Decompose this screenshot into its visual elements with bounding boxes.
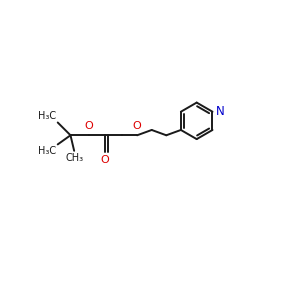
Text: N: N [216, 105, 225, 118]
Text: O: O [101, 155, 110, 165]
Text: O: O [84, 121, 93, 131]
Text: CH₃: CH₃ [65, 153, 83, 163]
Text: O: O [133, 121, 142, 131]
Text: H₃C: H₃C [38, 146, 56, 156]
Text: H₃C: H₃C [38, 111, 56, 121]
